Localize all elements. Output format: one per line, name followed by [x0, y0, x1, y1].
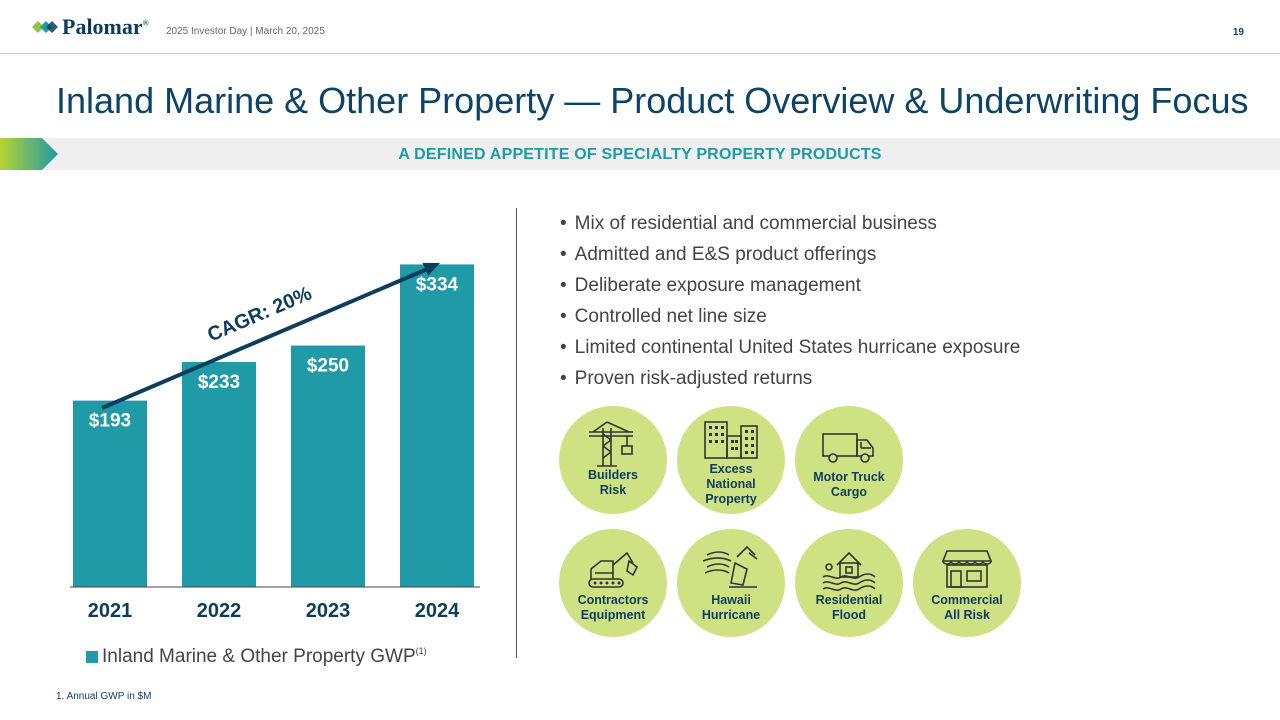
- product-label: Motor Truck Cargo: [813, 470, 885, 499]
- bullet-item: Deliberate exposure management: [560, 274, 1020, 305]
- product-label: Hawaii Hurricane: [701, 593, 761, 622]
- product-residential-flood: Residential Flood: [795, 529, 903, 637]
- bar-2022: [182, 361, 256, 587]
- bullet-item: Mix of residential and commercial busine…: [560, 212, 1020, 243]
- excavator-icon: [588, 551, 639, 588]
- page-title: Inland Marine & Other Property — Product…: [56, 80, 1249, 121]
- palomar-logo: Palomar®: [32, 14, 149, 40]
- cagr-annotation: CAGR: 20%: [204, 282, 315, 346]
- bar-value-label: $250: [307, 356, 349, 377]
- header-divider: [0, 53, 1280, 54]
- product-builders-risk: Builders Risk: [559, 406, 667, 514]
- bar-value-label: $233: [198, 372, 240, 393]
- chart-legend: Inland Marine & Other Property GWP (1): [86, 646, 427, 668]
- x-tick-label: 2023: [306, 600, 351, 622]
- storefront-icon: [941, 550, 993, 588]
- truck-icon: [822, 433, 874, 463]
- bar-value-label: $334: [416, 274, 459, 295]
- bar-2023: [291, 345, 365, 587]
- logo-text: Palomar®: [62, 14, 149, 39]
- bullet-item: Admitted and E&S product offerings: [560, 243, 1020, 274]
- product-commercial-all-risk: Commercial All Risk: [913, 529, 1021, 637]
- product-label: Commercial All Risk: [931, 593, 1003, 622]
- x-tick-label: 2022: [197, 600, 242, 622]
- legend-label: Inland Marine & Other Property GWP: [102, 646, 416, 667]
- footnote: 1. Annual GWP in $M: [56, 691, 152, 702]
- bullet-item: Proven risk-adjusted returns: [560, 367, 1020, 398]
- bar-2024: [400, 264, 474, 587]
- x-tick-label: 2021: [88, 600, 133, 622]
- product-hawaii-hurricane: Hawaii Hurricane: [677, 529, 785, 637]
- section-banner: A DEFINED APPETITE OF SPECIALTY PROPERTY…: [0, 138, 1280, 170]
- banner-text: A DEFINED APPETITE OF SPECIALTY PROPERTY…: [398, 146, 882, 163]
- header-subtitle: 2025 Investor Day | March 20, 2025: [166, 26, 325, 37]
- crane-icon: [589, 421, 633, 467]
- product-label: Residential Flood: [815, 593, 883, 622]
- product-label: Excess National Property: [705, 462, 757, 506]
- vertical-divider: [516, 208, 517, 658]
- hurricane-icon: [702, 545, 758, 588]
- bar-value-label: $193: [89, 411, 131, 432]
- banner-arrow-icon: [0, 138, 58, 170]
- gwp-bar-chart: $193 2021 $233 2022 $250 2023 $334 2024 CAGR: 20…: [70, 262, 480, 622]
- product-contractors-equipment: Contractors Equipment: [559, 529, 667, 637]
- flood-house-icon: [822, 551, 876, 591]
- bullet-item: Controlled net line size: [560, 305, 1020, 336]
- cagr-arrow-head: [422, 262, 440, 276]
- palomar-diamond-icon: [32, 21, 58, 33]
- bullet-list: Mix of residential and commercial busine…: [560, 212, 1021, 398]
- page-number: 19: [1232, 27, 1244, 38]
- bar-2021: [73, 400, 147, 587]
- product-label: Builders Risk: [587, 468, 638, 497]
- product-label: Contractors Equipment: [577, 593, 649, 622]
- cagr-arrow-line: [101, 265, 433, 410]
- product-excess-national-property: Excess National Property: [677, 406, 785, 514]
- product-motor-truck-cargo: Motor Truck Cargo: [795, 406, 903, 514]
- legend-superscript: (1): [415, 646, 427, 656]
- legend-swatch: [86, 651, 98, 663]
- buildings-icon: [704, 421, 758, 459]
- bullet-item: Limited continental United States hurric…: [560, 336, 1021, 367]
- x-tick-label: 2024: [415, 600, 460, 622]
